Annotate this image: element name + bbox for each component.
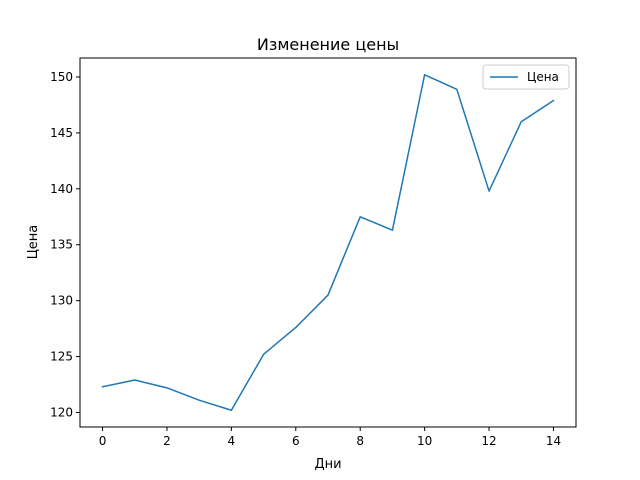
data-point: [456, 89, 458, 91]
x-tick-label: 14: [546, 434, 561, 448]
data-point: [166, 387, 168, 389]
data-point: [424, 74, 426, 76]
data-point: [134, 379, 136, 381]
x-tick-label: 2: [163, 434, 171, 448]
data-point: [263, 354, 265, 356]
legend: Цена: [482, 64, 570, 90]
y-tick-label: 125: [50, 350, 73, 364]
y-axis-label: Цена: [26, 225, 41, 260]
y-axis: 120 125 130 135 140 145 150: [50, 70, 80, 419]
data-point: [231, 409, 233, 411]
x-axis-label: Дни: [314, 457, 341, 472]
y-tick-label: 140: [50, 182, 73, 196]
series-layer: [101, 74, 555, 411]
x-tick-label: 4: [228, 434, 236, 448]
x-tick-label: 6: [292, 434, 300, 448]
x-tick-label: 12: [481, 434, 496, 448]
data-point: [198, 399, 200, 401]
y-tick-label: 145: [50, 126, 73, 140]
data-point: [488, 190, 490, 192]
x-tick-label: 0: [99, 434, 107, 448]
data-point: [392, 229, 394, 231]
x-tick-label: 10: [417, 434, 432, 448]
series-line-price: [101, 74, 555, 411]
legend-box: [482, 64, 570, 90]
chart-title: Изменение цены: [257, 35, 399, 54]
data-point: [295, 327, 297, 329]
y-tick-label: 130: [50, 294, 73, 308]
x-tick-label: 8: [356, 434, 364, 448]
y-tick-label: 120: [50, 405, 73, 419]
legend-entry-label: Цена: [527, 70, 559, 84]
data-point: [520, 121, 522, 123]
x-axis: 0 2 4 6 8 10 12 14: [99, 427, 561, 448]
y-tick-label: 135: [50, 238, 73, 252]
plot-frame: [79, 57, 577, 428]
data-point: [553, 100, 555, 102]
y-tick-label: 150: [50, 70, 73, 84]
data-point: [327, 294, 329, 296]
data-point: [102, 386, 104, 388]
data-point: [359, 216, 361, 218]
